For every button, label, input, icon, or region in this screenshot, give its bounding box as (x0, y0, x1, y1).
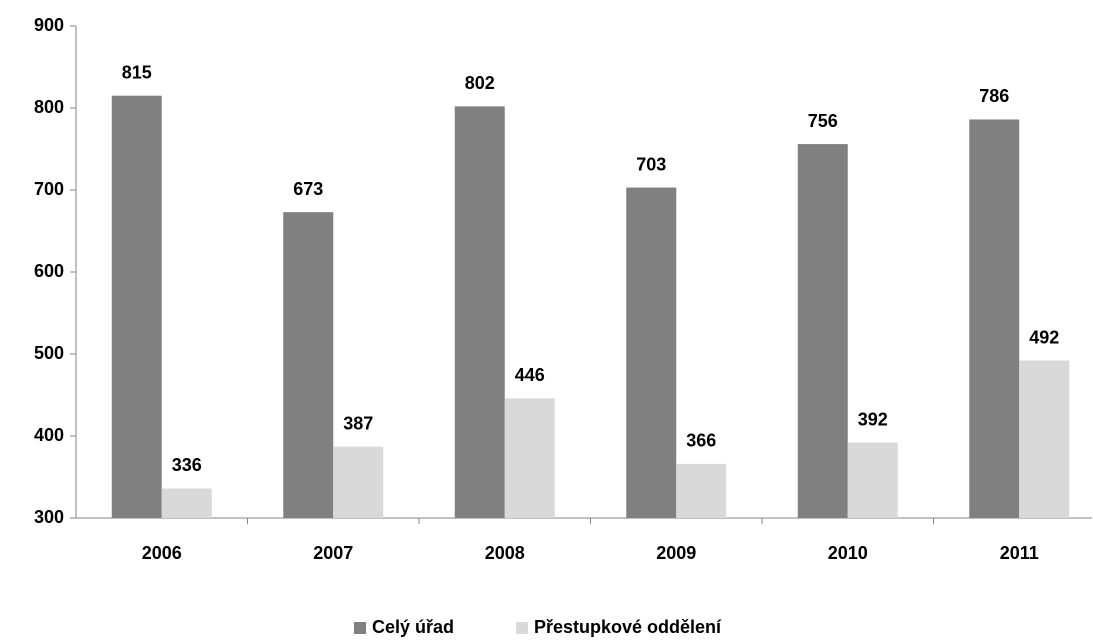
data-label: 673 (293, 179, 323, 199)
data-label: 786 (979, 86, 1009, 106)
legend-label: Celý úřad (372, 617, 454, 637)
y-tick-label: 700 (34, 179, 64, 199)
bar (969, 119, 1020, 518)
data-label: 446 (515, 365, 545, 385)
bar (847, 442, 898, 518)
y-tick-label: 900 (34, 15, 64, 35)
data-label: 756 (808, 111, 838, 131)
bar (454, 106, 505, 519)
y-tick-label: 400 (34, 425, 64, 445)
y-tick-label: 500 (34, 343, 64, 363)
x-tick-label: 2009 (656, 543, 696, 563)
data-label: 387 (343, 413, 373, 433)
data-label: 815 (122, 62, 152, 82)
bar (626, 187, 677, 519)
y-tick-label: 300 (34, 507, 64, 527)
bar (504, 398, 555, 518)
y-tick-label: 600 (34, 261, 64, 281)
bar (161, 488, 212, 518)
y-tick-label: 800 (34, 97, 64, 117)
bar (676, 463, 727, 518)
x-tick-label: 2011 (1000, 543, 1039, 563)
data-label: 802 (465, 73, 495, 93)
legend-label: Přestupkové oddělení (534, 617, 722, 637)
x-tick-label: 2010 (828, 543, 868, 563)
x-tick-label: 2006 (142, 543, 182, 563)
data-label: 703 (636, 154, 666, 174)
bar (111, 95, 162, 518)
legend-swatch (354, 622, 366, 634)
data-label: 492 (1029, 327, 1059, 347)
x-tick-label: 2008 (485, 543, 525, 563)
bar (797, 144, 848, 518)
data-label: 336 (172, 455, 202, 475)
legend-swatch (516, 622, 528, 634)
data-label: 392 (858, 409, 888, 429)
bar (1019, 360, 1070, 518)
bar (283, 212, 334, 518)
bar (333, 446, 384, 518)
x-tick-label: 2007 (313, 543, 353, 563)
data-label: 366 (686, 431, 716, 451)
